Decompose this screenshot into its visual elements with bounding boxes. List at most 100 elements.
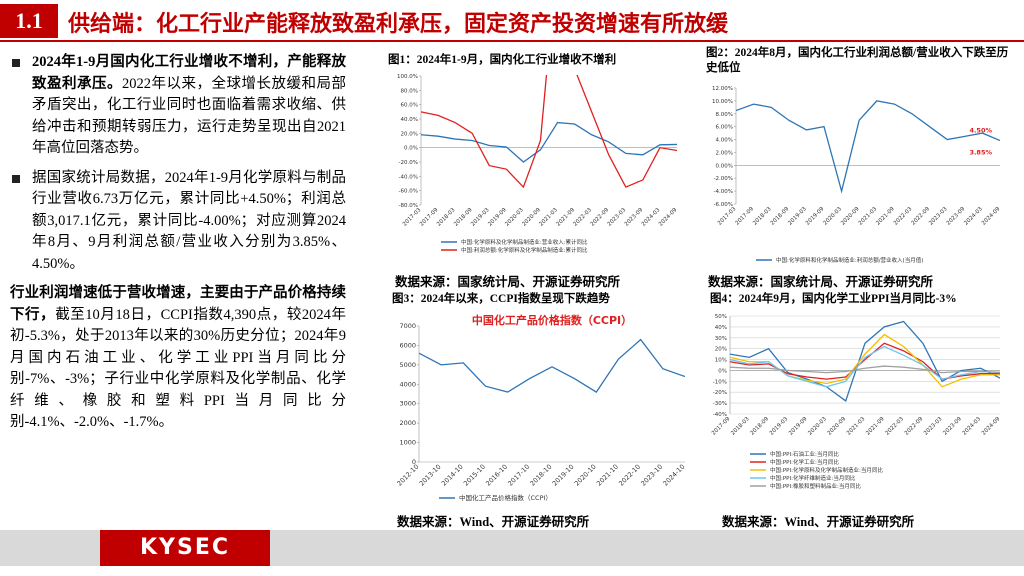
series-line	[730, 365, 1000, 374]
chart-caption: 图4：2024年9月，国内化学工业PPI当月同比-3%	[710, 293, 957, 305]
x-tick-label: 2021-10	[595, 463, 620, 488]
y-tick-label: -6.00%	[714, 202, 733, 208]
legend-label: 中国:PPI:化学原料及化学制品制造业:当月同比	[770, 466, 883, 474]
y-tick-label: 10%	[715, 358, 727, 364]
chart-source: 数据来源：国家统计局、开源证券研究所	[708, 275, 934, 289]
y-tick-label: 6000	[399, 341, 416, 349]
x-tick-label: 2021-03	[846, 416, 867, 437]
chart: -80.0% -60.0% -40.0% -20.0% 0.0% 20.0% 40.0% 60…	[397, 74, 679, 254]
legend-label: 中国:化学原料和化学制品制造业:利润总额/营业收入(当月值)	[776, 256, 923, 264]
annotation: 3.85%	[969, 149, 992, 157]
x-tick-label: 2021-09	[865, 416, 886, 437]
x-tick-label: 2024-09	[981, 206, 1002, 227]
paragraph: 2024年1-9月国内化工行业增收不增利，产能释放致盈利承压。2022年以来，全…	[10, 52, 346, 160]
paragraph: 行业利润增速低于营收增速，主要由于产品价格持续下行，截至10月18日，CCPI指…	[10, 283, 346, 434]
chart: 0 1000 2000 3000 4000 5000 6000 7000 2012-102013…	[396, 313, 687, 502]
y-tick-label: 0	[412, 458, 416, 466]
series-line	[736, 100, 1000, 194]
x-tick-label: 2020-10	[573, 463, 598, 488]
y-tick-label: 80.0%	[401, 88, 418, 94]
series-line	[730, 333, 1000, 388]
legend-label: 中国:PPI:化学纤维制造业:当月同比	[770, 474, 856, 482]
x-tick-label: 2019-09	[788, 416, 809, 437]
chart: -40% -30% -20% -10% 0% 10% 20% 30% 40% 50% 2017-09…	[711, 314, 1002, 490]
bullet	[12, 59, 20, 67]
text-run: 据国家统计局数据，2024年1-9月化学原料与制品行业营收6.73万亿元，累计同…	[32, 169, 346, 272]
y-tick-label: 100.0%	[397, 74, 418, 80]
y-tick-label: -60.0%	[399, 189, 418, 195]
y-tick-label: 30%	[715, 336, 727, 342]
x-tick-label: 2022-09	[904, 416, 925, 437]
x-tick-label: 2013-10	[418, 463, 443, 488]
y-tick-label: 4.00%	[716, 138, 733, 144]
text-column: 2024年1-9月国内化工行业增收不增利，产能释放致盈利承压。2022年以来，全…	[10, 52, 346, 442]
header-rule	[0, 40, 1024, 42]
legend-label: 中国:PPI:化学工业:当月同比	[770, 458, 839, 466]
series-line	[421, 75, 677, 189]
x-tick-label: 2017-10	[506, 463, 531, 488]
slide-title: 供给端：化工行业产能释放致盈利承压，固定资产投资增速有所放缓	[68, 12, 729, 37]
y-tick-label: 10.00%	[712, 99, 733, 105]
x-tick-label: 2017-09	[711, 416, 732, 437]
x-tick-label: 2024-09	[658, 207, 679, 228]
y-tick-label: -30%	[713, 401, 727, 407]
bullet	[12, 174, 20, 183]
y-tick-label: 50%	[715, 314, 727, 320]
y-tick-label: -2.00%	[714, 176, 733, 182]
y-tick-label: 4000	[399, 380, 416, 388]
legend-label: 中国:利润总额:化学原料及化学制品制造业:累计同比	[461, 246, 588, 254]
x-tick-label: 2024-03	[962, 416, 983, 437]
y-tick-label: -20.0%	[399, 160, 418, 166]
chart-source: 数据来源：Wind、开源证券研究所	[397, 515, 590, 529]
text-run: 2024年1-9月国内化工行业增收不增利，产能释放致盈利承压。	[32, 54, 346, 92]
y-tick-label: -40%	[713, 412, 727, 418]
x-tick-label: 2023-09	[942, 416, 963, 437]
text-run: 行业利润增速低于营收增速，主要由于产品价格持续下行，	[10, 285, 346, 323]
x-tick-label: 2018-10	[529, 463, 554, 488]
chart-caption: 图2：2024年8月，国内化工行业利润总额/营业收入下跌至历史低位	[706, 47, 1009, 74]
annotation: 4.50%	[969, 127, 992, 135]
y-tick-label: -20%	[713, 390, 727, 396]
y-tick-label: 8.00%	[716, 112, 733, 118]
y-tick-label: 0.00%	[716, 163, 733, 169]
text-run: 截至10月18日，CCPI指数4,390点，较2024年初-5.3%，处于201…	[10, 306, 346, 431]
y-tick-label: -80.0%	[399, 203, 418, 209]
x-tick-label: 2016-10	[484, 463, 509, 488]
y-tick-label: 12.00%	[712, 86, 733, 92]
legend-label: 中国化工产品价格指数（CCPI）	[459, 493, 552, 502]
y-tick-label: 60.0%	[401, 103, 418, 109]
x-tick-label: 2023-03	[923, 416, 944, 437]
y-tick-label: 20%	[715, 347, 727, 353]
paragraph: 据国家统计局数据，2024年1-9月化学原料与制品行业营收6.73万亿元，累计同…	[10, 168, 346, 276]
y-tick-label: 5000	[399, 361, 416, 369]
chart-caption: 图3：2024年以来，CCPI指数呈现下跌趋势	[392, 293, 610, 305]
y-tick-label: 7000	[399, 322, 416, 330]
series-line	[730, 320, 1000, 402]
y-tick-label: 40%	[715, 325, 727, 331]
y-tick-label: -40.0%	[399, 174, 418, 180]
y-tick-label: 2000	[399, 419, 416, 427]
section-number: 1.1	[0, 4, 58, 38]
x-tick-label: 2015-10	[462, 463, 487, 488]
series-line	[419, 338, 685, 393]
chart-source: 数据来源：国家统计局、开源证券研究所	[395, 275, 621, 289]
series-line	[730, 345, 1000, 388]
y-tick-label: 6.00%	[716, 125, 733, 131]
y-tick-label: 1000	[399, 439, 416, 447]
chart-caption: 图1：2024年1-9月，国内化工行业增收不增利	[388, 54, 617, 66]
x-tick-label: 2024-09	[981, 416, 1002, 437]
series-line	[421, 121, 677, 163]
x-tick-label: 2023-10	[639, 463, 664, 488]
y-tick-label: 3000	[399, 400, 416, 408]
y-tick-label: 40.0%	[401, 117, 418, 123]
legend-label: 中国:PPI:石油工业:当月同比	[770, 450, 839, 458]
y-tick-label: -4.00%	[714, 189, 733, 195]
x-tick-label: 2020-09	[827, 416, 848, 437]
x-tick-label: 2020-03	[807, 416, 828, 437]
x-tick-label: 2018-09	[749, 416, 770, 437]
chart-source: 数据来源：Wind、开源证券研究所	[722, 515, 915, 529]
chart-inner-title: 中国化工产品价格指数（CCPI）	[472, 313, 632, 327]
chart: -6.00% -4.00% -2.00% 0.00% 2.00% 4.00% 6.00% 8.…	[712, 86, 1002, 264]
x-tick-label: 2022-03	[884, 416, 905, 437]
